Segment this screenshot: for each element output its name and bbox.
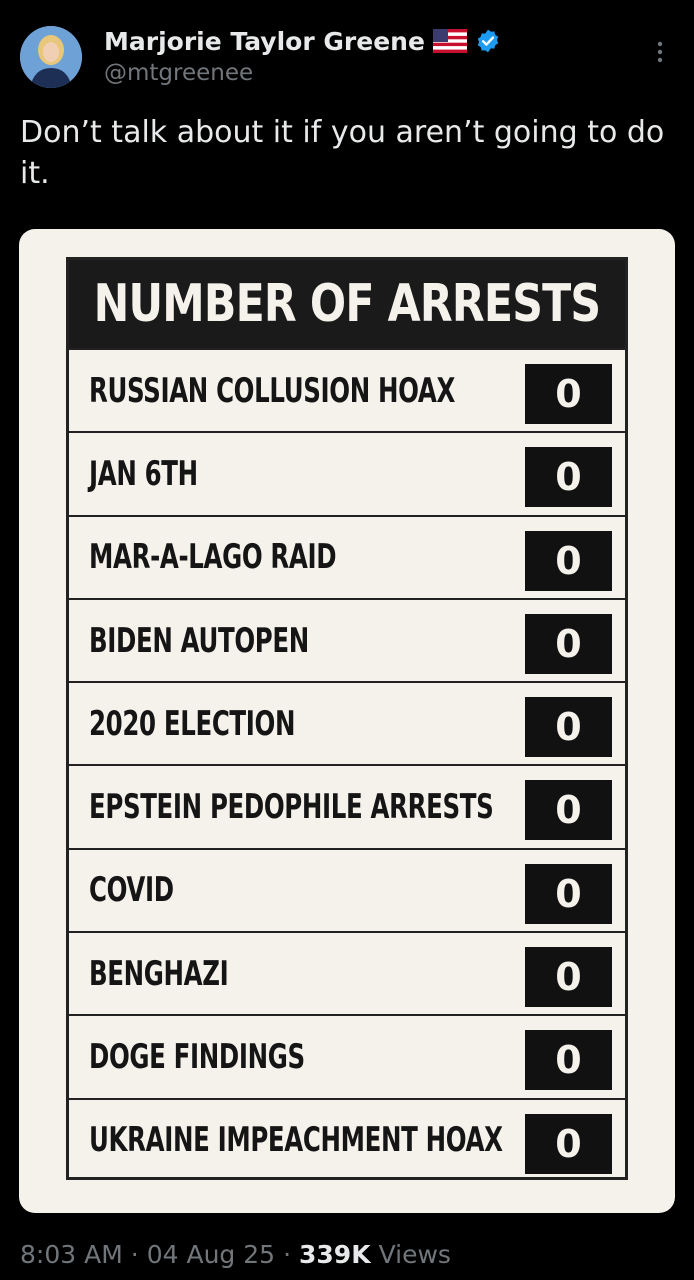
tweet-text: Don’t talk about it if you aren’t going … (20, 115, 665, 191)
row-label: BENGHAZI (89, 953, 229, 994)
table-title-bar: NUMBER OF ARRESTS (69, 260, 625, 348)
row-count: 0 (525, 780, 612, 841)
row-count: 0 (525, 530, 612, 591)
table-row: MAR-A-LAGO RAID 0 (69, 514, 625, 598)
meta-separator: · (130, 1239, 139, 1269)
meta-separator: · (283, 1239, 292, 1269)
row-label: MAR-A-LAGO RAID (89, 537, 337, 578)
arrests-table: NUMBER OF ARRESTS RUSSIAN COLLUSION HOAX… (66, 257, 628, 1180)
us-flag-icon (432, 29, 467, 53)
row-label: BIDEN AUTOPEN (89, 620, 309, 661)
row-count: 0 (525, 613, 612, 674)
views-count[interactable]: 339K (299, 1239, 371, 1269)
views-label: Views (378, 1239, 451, 1269)
tweet-meta: 8:03 AM · 04 Aug 25 · 339K Views (20, 1234, 451, 1274)
tweet-media-image[interactable]: NUMBER OF ARRESTS RUSSIAN COLLUSION HOAX… (19, 229, 675, 1213)
tweet-header: Marjorie Taylor Greene @mtgreenee (0, 0, 694, 100)
table-row: BIDEN AUTOPEN 0 (69, 597, 625, 681)
row-count: 0 (525, 1030, 612, 1091)
tweet-time[interactable]: 8:03 AM (20, 1239, 123, 1269)
author-name-row: Marjorie Taylor Greene (104, 22, 501, 60)
table-row: COVID 0 (69, 847, 625, 931)
table-row: RUSSIAN COLLUSION HOAX 0 (69, 348, 625, 431)
row-count: 0 (525, 947, 612, 1008)
row-count: 0 (525, 364, 612, 424)
row-count: 0 (525, 863, 612, 924)
row-count: 0 (525, 1113, 612, 1174)
row-label: RUSSIAN COLLUSION HOAX (89, 370, 456, 411)
row-count: 0 (525, 697, 612, 758)
row-label: UKRAINE IMPEACHMENT HOAX (89, 1120, 503, 1161)
author-handle[interactable]: @mtgreenee (104, 60, 254, 86)
author-display-name[interactable]: Marjorie Taylor Greene (104, 26, 425, 56)
table-row: UKRAINE IMPEACHMENT HOAX 0 (69, 1097, 625, 1181)
row-label: COVID (89, 870, 174, 911)
row-label: EPSTEIN PEDOPHILE ARRESTS (89, 787, 494, 828)
row-label: DOGE FINDINGS (89, 1037, 305, 1078)
table-row: BENGHAZI 0 (69, 931, 625, 1014)
row-label: JAN 6TH (89, 453, 198, 494)
table-row: EPSTEIN PEDOPHILE ARRESTS 0 (69, 764, 625, 847)
table-row: JAN 6TH 0 (69, 431, 625, 514)
profile-avatar[interactable] (20, 26, 82, 88)
tweet-date[interactable]: 04 Aug 25 (146, 1239, 276, 1269)
table-row: DOGE FINDINGS 0 (69, 1014, 625, 1097)
verified-badge-icon (477, 29, 499, 53)
more-options-icon[interactable] (640, 34, 680, 70)
table-row: 2020 ELECTION 0 (69, 681, 625, 764)
row-label: 2020 ELECTION (89, 703, 296, 744)
table-title: NUMBER OF ARRESTS (93, 274, 601, 334)
row-count: 0 (525, 447, 612, 508)
